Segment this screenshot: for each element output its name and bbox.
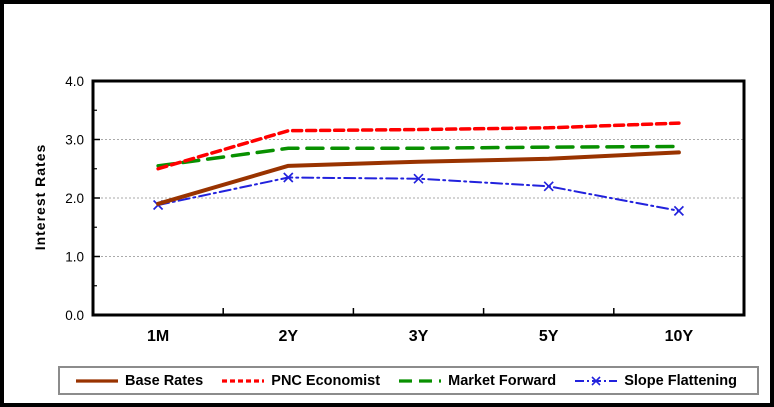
x-tick-label: 1M: [147, 328, 169, 345]
plot-frame: [91, 79, 746, 317]
legend-label: Market Forward: [448, 372, 557, 389]
y-tick-label: 2.0: [65, 191, 84, 206]
x-marker: [283, 172, 294, 183]
legend-label: Slope Flattening: [624, 372, 737, 389]
legend-swatch-dash-dot-icon: [575, 375, 618, 386]
y-axis-title: Interest Rates: [32, 143, 48, 251]
legend-swatch-solid-icon: [76, 378, 118, 383]
legend-swatch-dashed-icon: [222, 378, 265, 383]
x-tick-label: 5Y: [539, 328, 559, 345]
x-tick-label: 10Y: [665, 328, 694, 345]
legend-label: PNC Economist: [271, 372, 381, 389]
legend-x-marker: [591, 375, 601, 386]
y-tick-label: 4.0: [65, 74, 84, 89]
chart-canvas: 0.0 1.0 2.0 3.0 4.0 1M 2Y 3Y 5Y 10Y: [4, 4, 770, 403]
x-tick-label: 2Y: [279, 328, 299, 345]
legend-label: Base Rates: [125, 372, 204, 389]
legend-item-slope-flattening: Slope Flattening: [573, 373, 737, 389]
legend-swatch-long-dash-icon: [399, 378, 442, 383]
y-tick-label: 1.0: [65, 250, 84, 265]
y-tick-label: 3.0: [65, 133, 84, 148]
x-tick-label: 3Y: [409, 328, 429, 345]
y-tick-label: 0.0: [65, 308, 84, 323]
legend-item-base-rates: Base Rates: [74, 373, 203, 389]
series-line-base-rates: [156, 150, 681, 206]
series-line-pnc-economist: [156, 121, 681, 171]
x-marker: [543, 181, 554, 192]
legend: Base Rates PNC Economist Market Forward Slo…: [58, 366, 759, 395]
legend-item-market-forward: Market Forward: [397, 373, 556, 389]
series-line-market-forward: [156, 144, 681, 168]
x-marker: [413, 173, 424, 184]
legend-item-pnc-economist: PNC Economist: [220, 373, 380, 389]
x-marker: [673, 205, 685, 216]
chart-svg: 0.0 1.0 2.0 3.0 4.0 1M 2Y 3Y 5Y 10Y: [65, 74, 746, 345]
